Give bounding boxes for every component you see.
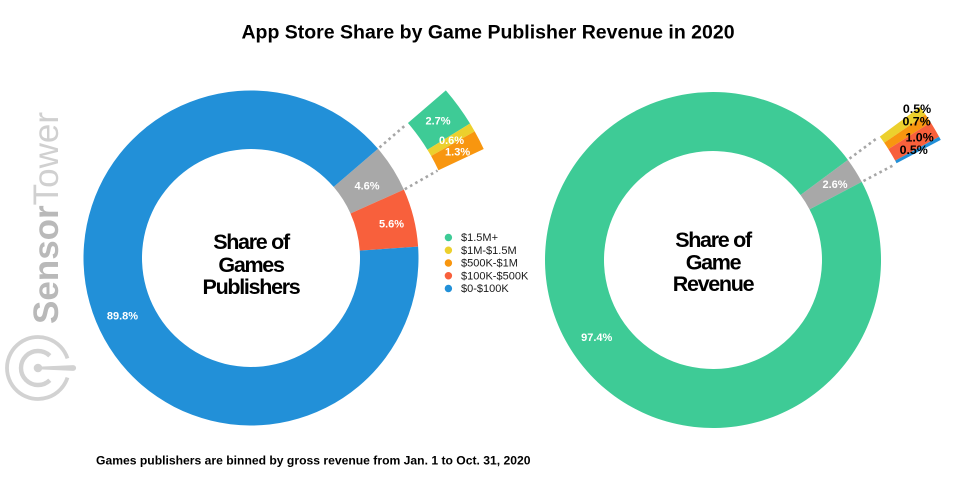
svg-text:$100K-$500K: $100K-$500K [461,270,529,282]
svg-text:$0-$100K: $0-$100K [461,283,509,295]
svg-text:$1M-$1.5M: $1M-$1.5M [461,245,517,257]
svg-text:App Store Share by Game Publis: App Store Share by Game Publisher Revenu… [241,22,734,44]
svg-text:0.5%: 0.5% [900,143,928,157]
svg-text:$500K-$1M: $500K-$1M [461,258,518,270]
svg-text:0.7%: 0.7% [902,115,930,129]
svg-text:0.6%: 0.6% [439,135,464,147]
svg-text:97.4%: 97.4% [581,332,612,344]
svg-text:Games publishers are binned by: Games publishers are binned by gross rev… [96,453,531,467]
svg-text:89.8%: 89.8% [107,310,138,322]
svg-text:Share of: Share of [675,228,753,252]
svg-text:5.6%: 5.6% [379,218,404,230]
svg-text:1.3%: 1.3% [445,146,470,158]
svg-text:0.5%: 0.5% [903,102,931,116]
svg-text:SensorTower: SensorTower [27,112,66,324]
svg-text:Share of: Share of [213,230,291,254]
svg-text:4.6%: 4.6% [354,180,379,192]
svg-text:Publishers: Publishers [203,275,301,299]
svg-text:Games: Games [218,253,285,277]
svg-text:2.7%: 2.7% [425,116,450,128]
svg-text:1.0%: 1.0% [905,130,933,144]
svg-text:Game: Game [686,250,742,274]
svg-text:Revenue: Revenue [673,272,755,296]
svg-text:$1.5M+: $1.5M+ [461,232,498,244]
svg-text:2.6%: 2.6% [822,179,847,191]
